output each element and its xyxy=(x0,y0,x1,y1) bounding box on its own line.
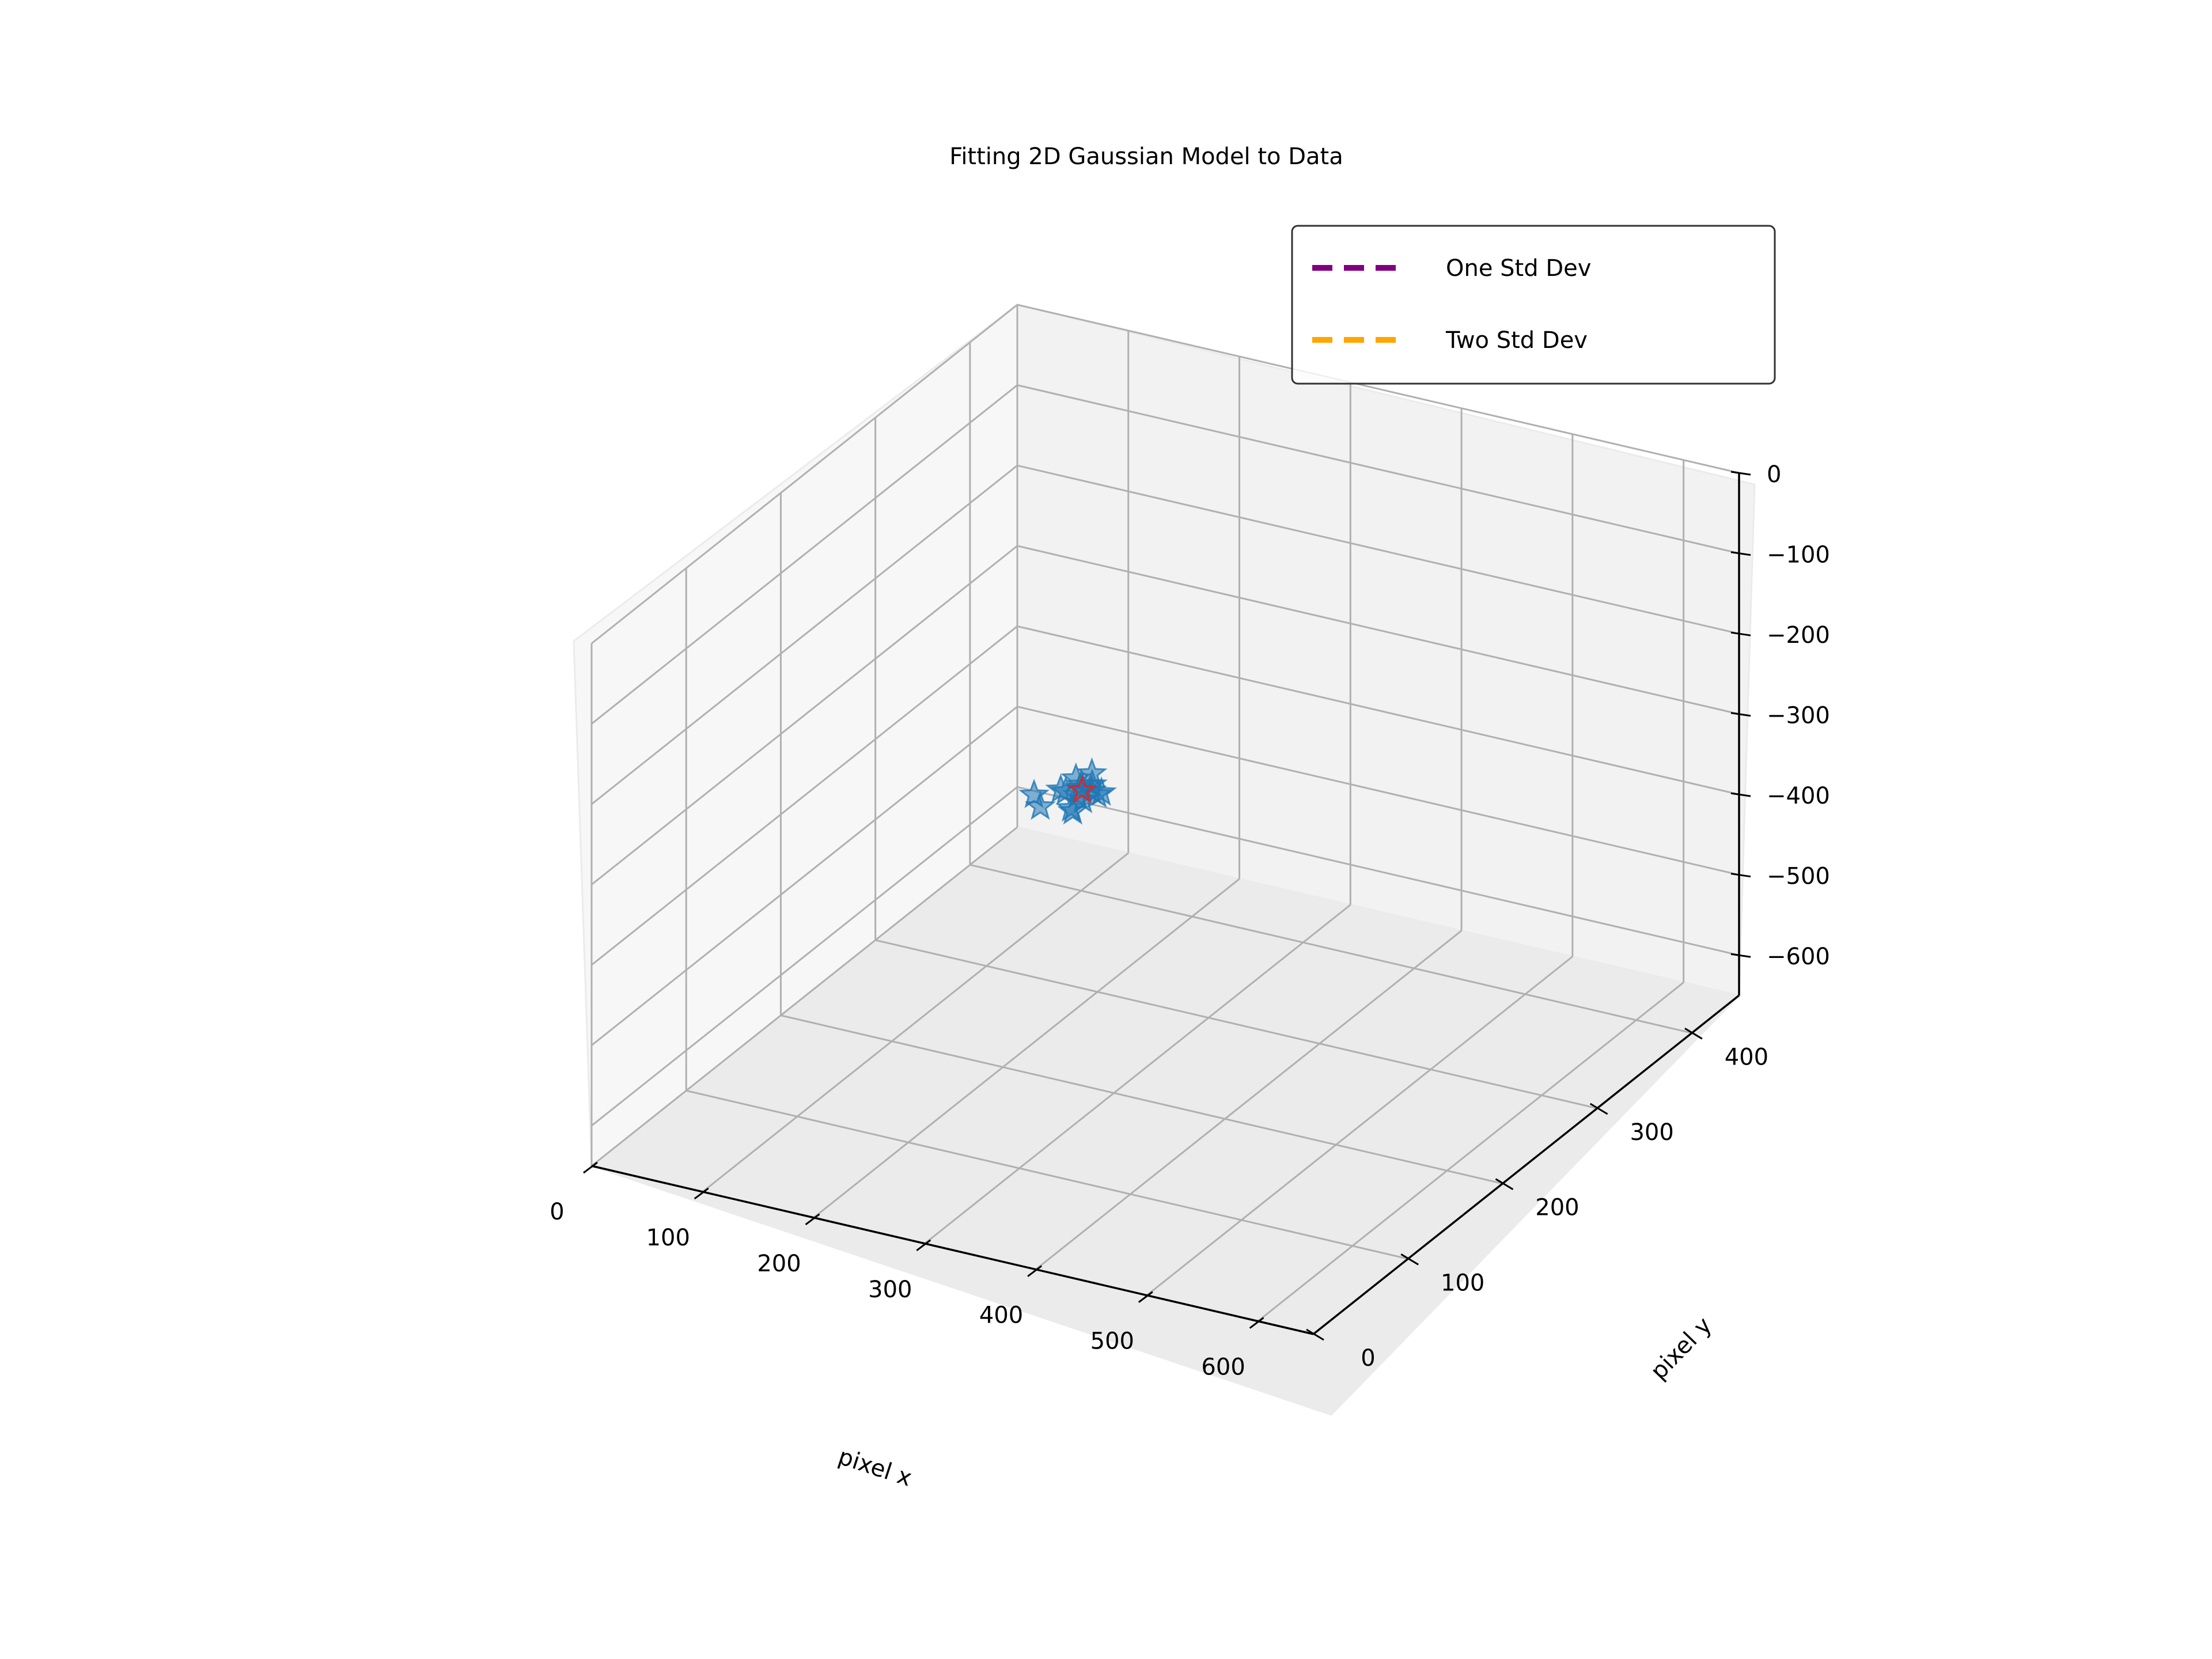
z-gridline-back xyxy=(1017,304,1740,474)
z-tick-label: −500 xyxy=(1767,863,1830,890)
y-tick-mark xyxy=(1684,1028,1703,1040)
y-tick-mark xyxy=(1400,1253,1419,1266)
x-gridline-floor xyxy=(702,852,1129,1193)
x-tick-label: 100 xyxy=(646,1225,690,1251)
x-tick-mark xyxy=(1249,1317,1264,1329)
z-tick-label: −200 xyxy=(1767,622,1830,649)
x-tick-label: 300 xyxy=(868,1277,912,1303)
z-gridline-side xyxy=(591,464,1018,805)
y-axis-label: pixel y xyxy=(1646,1312,1717,1385)
z-gridline-side xyxy=(591,625,1018,966)
x-tick-label: 0 xyxy=(550,1199,564,1225)
axis-lines xyxy=(591,473,1740,1335)
z-gridline-back xyxy=(1017,786,1740,956)
z-tick-mark xyxy=(1730,631,1751,637)
z-tick-mark xyxy=(1730,792,1751,797)
x-tick-mark xyxy=(1027,1265,1042,1277)
axes-3d: 0 100 200 300 400 500 600 0 100 200 300 400 0 −100 −20… xyxy=(550,302,1830,1416)
z-tick-mark xyxy=(1730,551,1751,556)
z-gridline-back xyxy=(1017,384,1740,554)
x-tick-mark xyxy=(583,1161,598,1174)
z-tick-mark xyxy=(1730,873,1751,878)
data-points xyxy=(1018,757,1118,825)
y-axis-line xyxy=(1312,994,1740,1335)
x-tick-label: 500 xyxy=(1090,1328,1134,1355)
z-gridline-back xyxy=(1017,464,1740,635)
x-axis-line xyxy=(591,1165,1314,1335)
y-tick-label: 400 xyxy=(1725,1044,1768,1070)
y-tick-mark xyxy=(1306,1328,1324,1341)
z-gridline-back xyxy=(1017,625,1740,796)
z-gridline-side xyxy=(591,545,1018,885)
z-tick-mark xyxy=(1730,471,1751,476)
legend-label-one-std-dev: One Std Dev xyxy=(1446,255,1591,282)
y-tick-mark xyxy=(1589,1103,1608,1115)
x-gridline-floor xyxy=(1146,956,1573,1296)
z-gridline-back xyxy=(1017,706,1740,876)
z-tick-mark xyxy=(1730,953,1751,958)
x-gridline-floor xyxy=(813,878,1240,1219)
y-gridline-floor xyxy=(781,1014,1503,1185)
x-tick-mark xyxy=(1138,1291,1153,1303)
gridlines xyxy=(590,304,1740,1335)
z-gridline-side xyxy=(591,304,1018,645)
legend: One Std Dev Two Std Dev xyxy=(1291,225,1776,385)
z-gridline-back xyxy=(1017,545,1740,715)
x-tick-mark xyxy=(916,1239,931,1251)
z-gridline-side xyxy=(591,384,1018,725)
x-tick-label: 400 xyxy=(979,1302,1023,1329)
y-tick-label: 100 xyxy=(1441,1270,1484,1296)
y-tick-label: 0 xyxy=(1361,1345,1375,1372)
x-tick-mark xyxy=(805,1213,820,1226)
y-gridline-floor xyxy=(969,863,1692,1034)
x-tick-label: 200 xyxy=(757,1251,801,1277)
legend-frame xyxy=(1291,225,1776,385)
data-point xyxy=(1057,795,1089,825)
legend-label-two-std-dev: Two Std Dev xyxy=(1445,327,1588,354)
data-point xyxy=(1018,778,1050,808)
z-tick-label: −100 xyxy=(1767,542,1830,569)
y-tick-label: 300 xyxy=(1630,1119,1673,1146)
y-gridline-floor xyxy=(875,939,1598,1109)
x-tick-label: 600 xyxy=(1201,1354,1245,1381)
x-axis-label: pixel x xyxy=(835,1444,915,1492)
z-gridline-side xyxy=(591,706,1018,1046)
z-tick-label: 0 xyxy=(1767,461,1781,488)
y-tick-mark xyxy=(1495,1178,1514,1190)
z-tick-mark xyxy=(1730,712,1751,717)
x-gridline-floor xyxy=(1035,930,1463,1270)
z-tick-label: −300 xyxy=(1767,703,1830,729)
x-gridline-floor xyxy=(1257,982,1684,1322)
z-tick-label: −400 xyxy=(1767,783,1830,809)
tick-labels: 0 100 200 300 400 500 600 0 100 200 300 400 0 −100 −20… xyxy=(550,461,1830,1381)
z-tick-label: −600 xyxy=(1767,944,1830,970)
chart-title: Fitting 2D Gaussian Model to Data xyxy=(949,143,1343,170)
z-gridline-side xyxy=(591,786,1018,1127)
x-gridline-floor xyxy=(591,826,1018,1167)
y-gridline-floor xyxy=(685,1089,1408,1260)
x-gridline-floor xyxy=(924,904,1351,1244)
x-tick-mark xyxy=(694,1187,709,1200)
center-point xyxy=(1066,774,1098,804)
y-tick-label: 200 xyxy=(1535,1195,1579,1221)
